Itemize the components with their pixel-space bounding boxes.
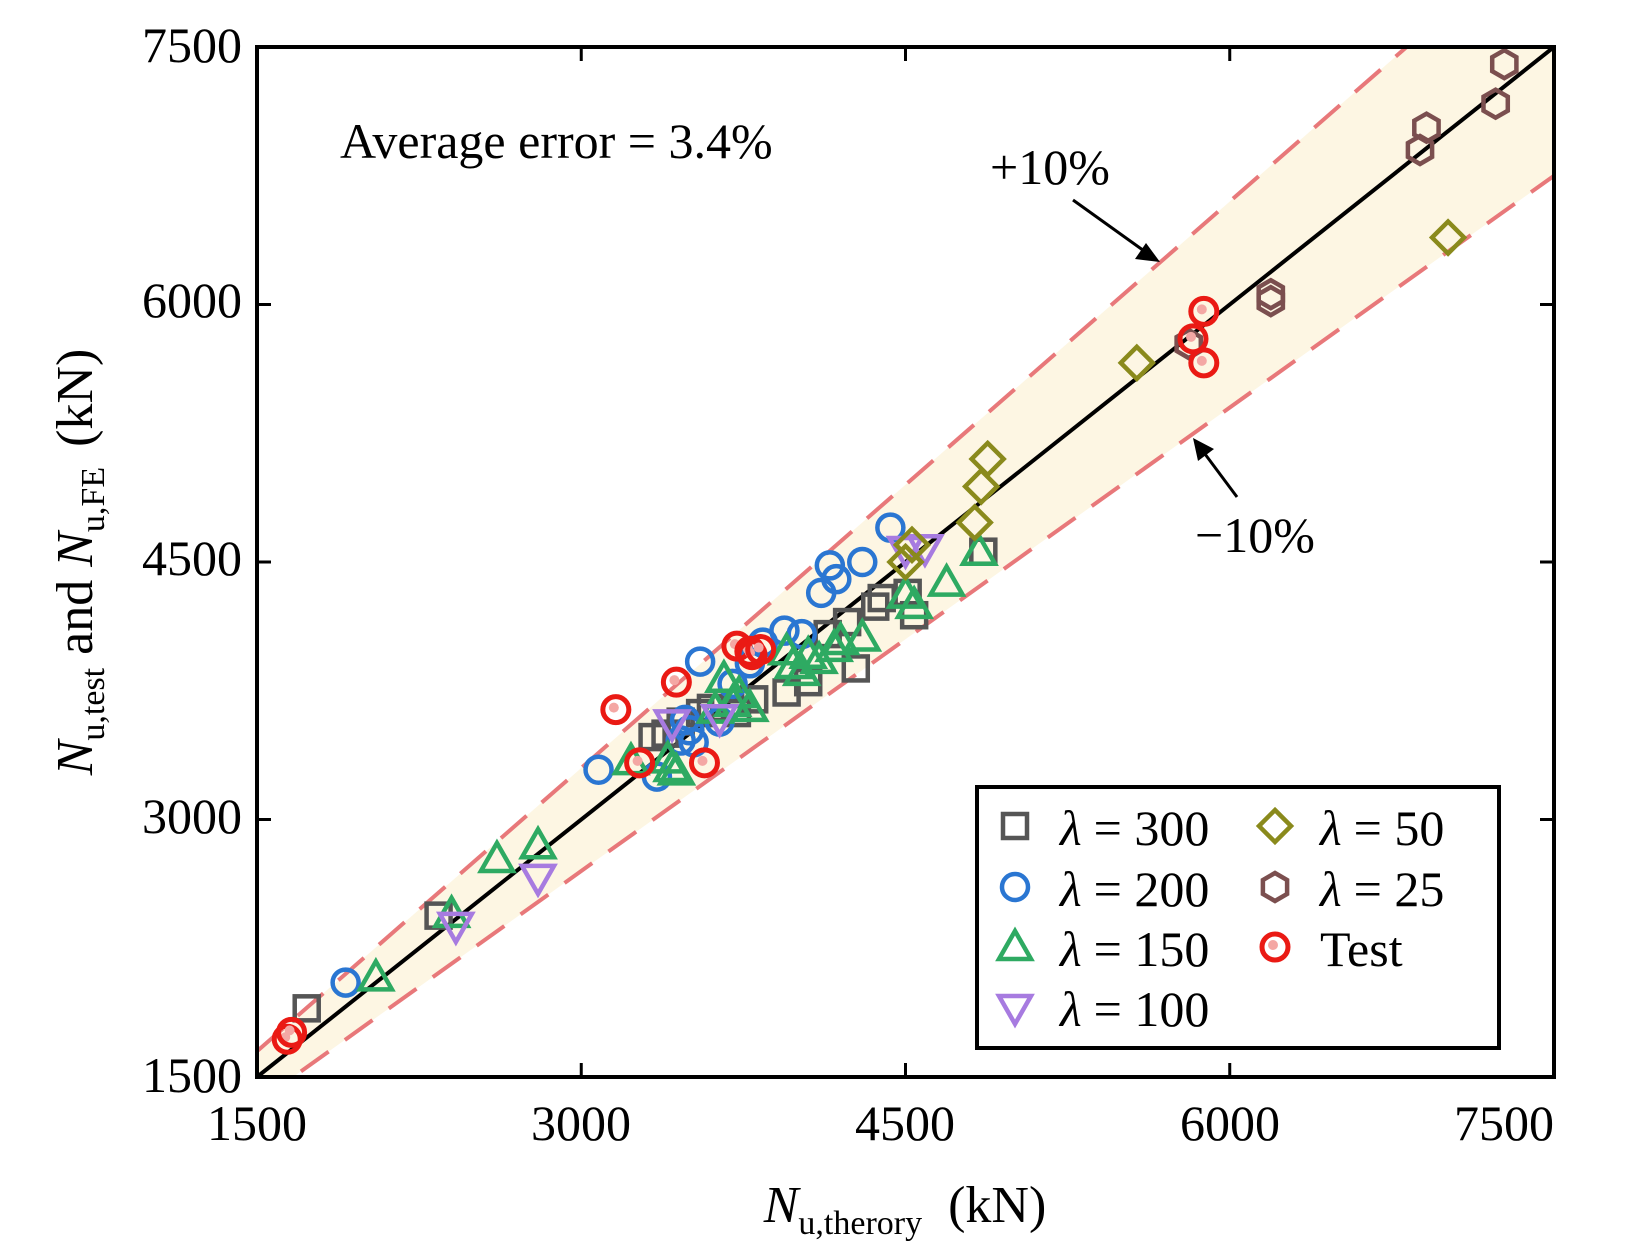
- legend-marker-2: [995, 926, 1035, 962]
- data-point-series-6: [1188, 347, 1220, 379]
- x-tick-labels: 1500 3000 4500 6000 7500: [207, 1095, 1554, 1151]
- x-tick-label: 7500: [1454, 1095, 1554, 1151]
- legend-box: [975, 785, 1501, 1050]
- y-axis-label: Nu,test and Nu,FE(kN): [47, 349, 112, 777]
- legend-marker-6: [1259, 931, 1291, 963]
- x-tick-label: 1500: [207, 1095, 307, 1151]
- data-point-series-5: [1174, 327, 1204, 361]
- data-point-series-2: [656, 750, 697, 786]
- plus10-line: [255, 45, 1412, 1053]
- data-point-series-0: [841, 654, 871, 683]
- data-point-series-4: [1428, 218, 1468, 257]
- y-tick-label: 3000: [142, 788, 242, 844]
- data-point-series-5: [1489, 47, 1519, 81]
- legend-label-50: λ = 50: [1318, 800, 1444, 856]
- minus10-line: [288, 174, 1554, 1078]
- data-point-series-1: [769, 615, 800, 646]
- data-point-series-6: [660, 666, 692, 698]
- data-point-series-4: [892, 525, 932, 565]
- data-point-series-1: [717, 668, 748, 700]
- legend-marker-0: [1000, 811, 1030, 841]
- legend-markers: [995, 806, 1295, 1029]
- data-point-series-4: [961, 467, 1001, 506]
- axis-ticks: [255, 45, 1556, 1079]
- data-point-series-2: [894, 584, 935, 620]
- data-point-series-3: [435, 911, 476, 947]
- legend-label-150: λ = 150: [1058, 921, 1209, 977]
- x-axis-label: Nu,therory (kN): [763, 1177, 1047, 1242]
- x-tick-label: 4500: [855, 1095, 955, 1151]
- legend-marker-4: [1255, 806, 1295, 846]
- data-point-series-4: [968, 439, 1007, 479]
- average-error-annotation: Average error = 3.4%: [340, 113, 773, 169]
- data-point-series-6: [600, 694, 632, 726]
- data-point-series-1: [684, 646, 716, 677]
- data-point-series-2: [820, 620, 861, 656]
- legend-label-test: Test: [1320, 921, 1403, 977]
- data-point-series-2: [477, 838, 517, 874]
- y-tick-label: 7500: [142, 17, 242, 73]
- data-point-series-2: [719, 673, 759, 709]
- data-point-series-6: [745, 634, 777, 666]
- data-point-series-2: [926, 562, 967, 597]
- legend-marker-3: [995, 993, 1035, 1029]
- data-point-series-6: [276, 1016, 308, 1048]
- data-point-series-1: [821, 563, 852, 595]
- plus10-arrow: [1072, 198, 1160, 262]
- legend-marker-1: [999, 871, 1031, 903]
- data-point-series-5: [1256, 277, 1286, 311]
- data-point-series-3: [652, 709, 692, 744]
- data-point-series-3: [905, 534, 945, 569]
- data-point-series-2: [356, 956, 396, 992]
- legend-label-100: λ = 100: [1058, 981, 1209, 1037]
- legend-marker-5: [1260, 870, 1290, 904]
- data-point-series-5: [1405, 133, 1435, 167]
- data-point-series-2: [518, 824, 558, 860]
- x-tick-label: 3000: [531, 1095, 631, 1151]
- data-point-series-3: [699, 703, 740, 739]
- data-point-series-5: [1412, 111, 1441, 145]
- data-point-series-6: [688, 747, 720, 779]
- x-tick-label: 6000: [1180, 1095, 1280, 1151]
- data-point-series-2: [959, 531, 999, 566]
- data-point-series-1: [330, 967, 361, 998]
- minus10-arrow: [1193, 438, 1239, 498]
- data-point-series-4: [1117, 343, 1156, 383]
- data-point-series-5: [1481, 87, 1511, 121]
- data-point-series-5: [1256, 284, 1286, 318]
- y-tick-label: 4500: [142, 530, 242, 586]
- data-point-series-1: [847, 546, 878, 578]
- data-point-series-6: [624, 747, 656, 779]
- y-tick-label: 6000: [142, 272, 242, 328]
- data-markers: [271, 47, 1519, 1055]
- legend-label-300: λ = 300: [1058, 800, 1209, 856]
- data-point-series-4: [955, 503, 994, 542]
- data-point-series-2: [729, 687, 770, 723]
- minus10-annotation: −10%: [1195, 507, 1315, 563]
- y-tick-labels: 1500 3000 4500 6000 7500: [142, 17, 242, 1103]
- data-point-series-1: [583, 754, 614, 785]
- legend-label-200: λ = 200: [1058, 861, 1209, 917]
- data-point-series-2: [842, 616, 883, 652]
- data-point-series-6: [1188, 295, 1220, 327]
- legend: λ = 300 λ = 200 λ = 150 λ = 100 λ = 50 λ = 25 …: [975, 785, 1501, 1050]
- data-point-series-3: [518, 863, 558, 899]
- plus10-annotation: +10%: [990, 139, 1110, 195]
- data-point-series-0: [292, 994, 321, 1023]
- data-point-series-2: [773, 644, 813, 680]
- legend-label-25: λ = 25: [1318, 861, 1444, 917]
- data-point-series-2: [704, 658, 744, 693]
- y-tick-label: 1500: [142, 1047, 242, 1103]
